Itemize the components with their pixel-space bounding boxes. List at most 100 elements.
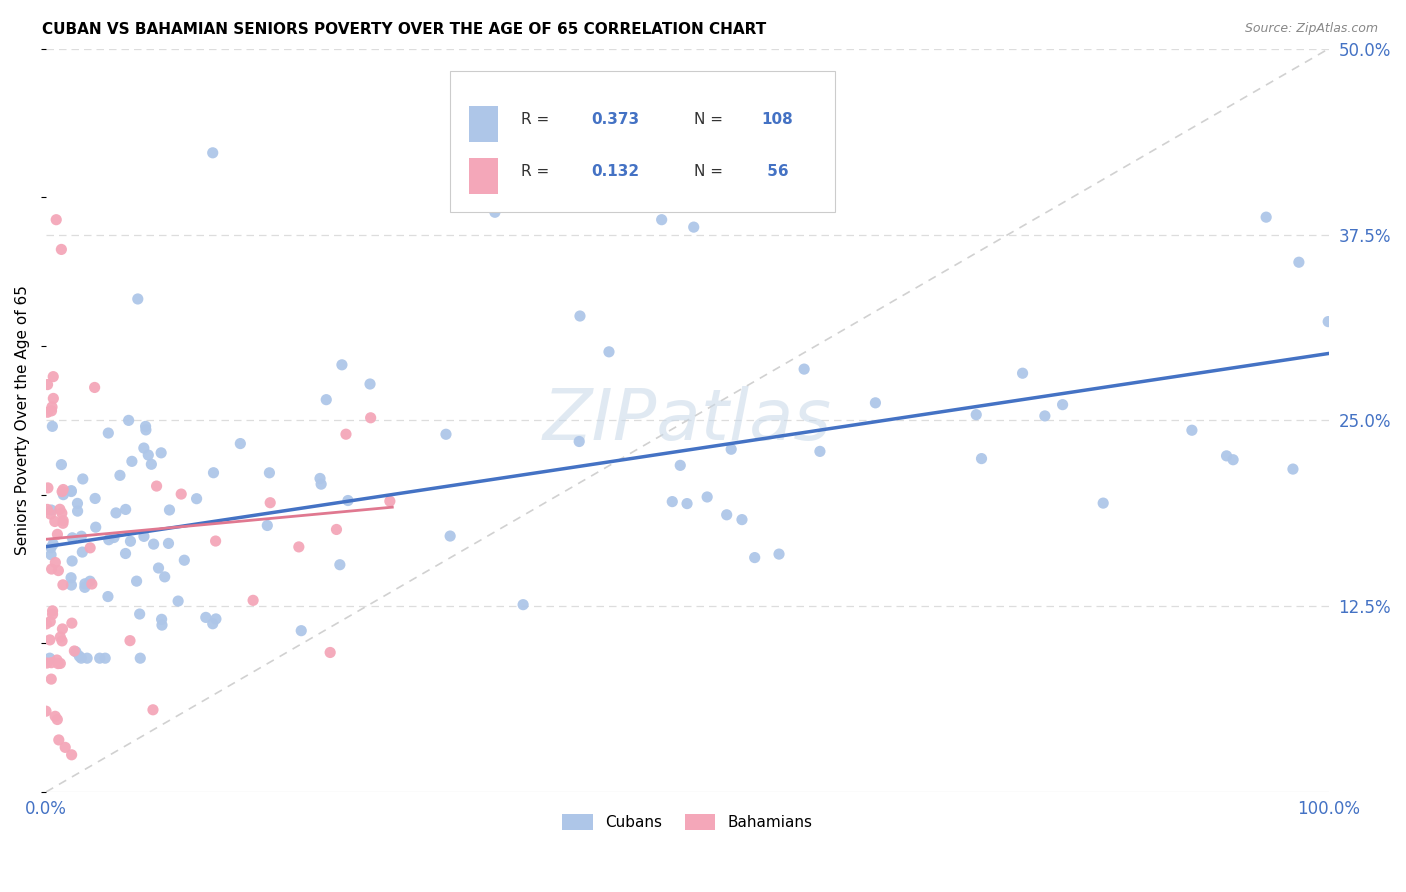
Point [153,570,176,584]
Point [1317,315,1340,329]
Point [598,344,620,359]
Point [1181,423,1204,437]
Point [84,491,107,506]
Point [39,503,62,517]
Point [129,651,152,665]
Point [52,514,75,528]
Point [39,507,62,521]
Point [42,369,65,384]
Point [127,292,149,306]
Text: 108: 108 [762,112,793,127]
Point [38,651,60,665]
Point [89,651,111,665]
Point [669,458,692,473]
Point [319,645,342,659]
Point [41,404,63,418]
Point [46,657,69,671]
Point [1092,496,1115,510]
Point [378,494,401,508]
Point [72,545,94,559]
Point [63,644,86,658]
Point [97,425,120,440]
Point [132,529,155,543]
Point [484,205,506,219]
Point [67,649,90,664]
Point [135,423,157,437]
Point [290,624,312,638]
Point [360,410,382,425]
Point [186,491,208,506]
FancyBboxPatch shape [470,106,498,142]
Point [51,506,73,520]
Point [108,468,131,483]
Point [83,380,105,394]
Point [808,444,831,458]
Point [120,534,142,549]
Point [41,400,63,414]
Point [37,502,59,516]
Point [52,488,75,502]
Point [142,703,165,717]
Point [315,392,337,407]
Point [66,496,89,510]
Point [37,405,59,419]
Point [118,633,141,648]
Point [52,483,75,497]
Point [51,458,73,472]
Point [49,657,72,671]
Point [46,527,69,541]
Point [48,564,70,578]
Point [60,484,83,499]
Point [103,531,125,545]
Point [1222,452,1244,467]
Point [35,616,58,631]
Point [84,520,107,534]
Point [37,377,59,392]
Point [242,593,264,607]
Point [965,408,987,422]
Point [53,740,76,755]
Point [696,490,718,504]
Point [434,427,457,442]
Point [309,477,332,491]
Point [202,466,225,480]
Point [1033,409,1056,423]
Point [60,747,83,762]
Point [793,362,815,376]
Point [39,672,62,686]
Point [716,508,738,522]
Point [60,483,83,498]
Point [288,540,311,554]
Point [70,651,93,665]
Point [52,578,75,592]
Point [865,396,887,410]
Point [60,531,83,545]
Point [60,554,83,568]
FancyBboxPatch shape [470,158,498,194]
Point [114,502,136,516]
Point [744,550,766,565]
Point [97,590,120,604]
Point [135,419,157,434]
Point [72,472,94,486]
Point [39,615,62,629]
Text: N =: N = [693,112,727,127]
Point [128,607,150,621]
Text: R =: R = [520,112,554,127]
Point [336,493,359,508]
Point [49,502,72,516]
Point [145,479,167,493]
Point [48,733,70,747]
Point [256,518,278,533]
Legend: Cubans, Bahamians: Cubans, Bahamians [555,808,818,837]
Point [142,537,165,551]
Point [173,553,195,567]
Point [94,651,117,665]
Point [35,656,58,670]
Point [51,484,73,499]
Point [60,571,83,585]
Point [44,709,66,723]
FancyBboxPatch shape [450,71,835,212]
Point [325,523,347,537]
Point [150,612,173,626]
